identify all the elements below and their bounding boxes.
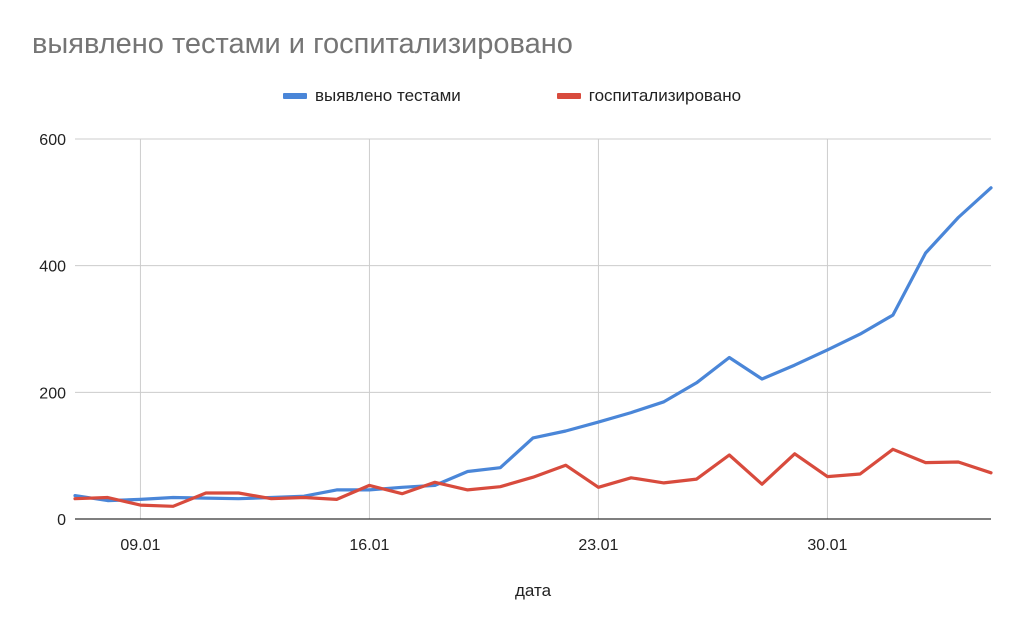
legend-item-series-1[interactable]: выявлено тестами (282, 86, 461, 106)
y-tick-label: 0 (57, 512, 66, 529)
y-tick-label: 200 (39, 385, 66, 402)
legend-swatch-series-2 (556, 93, 581, 99)
y-tick-label: 400 (39, 259, 66, 276)
legend-swatch-series-1 (282, 93, 307, 99)
x-tick-label: 30.01 (807, 537, 847, 554)
x-tick-label: 09.01 (120, 537, 160, 554)
series-line-1[interactable] (73, 186, 993, 503)
y-axis-ticks: 0 200 400 600 (39, 132, 66, 529)
chart-title: выявлено тестами и госпитализировано (32, 28, 573, 60)
x-axis-label: дата (515, 581, 552, 600)
legend-label-series-2: госпитализировано (588, 86, 742, 105)
x-axis-ticks: 09.01 16.01 23.01 30.01 (120, 537, 847, 554)
chart-legend: выявлено тестами госпитализировано (0, 86, 1024, 106)
chart-grid (75, 138, 991, 519)
x-tick-label: 23.01 (578, 537, 618, 554)
series-line-2[interactable] (73, 447, 993, 508)
y-tick-label: 600 (39, 132, 66, 149)
legend-item-series-2[interactable]: госпитализировано (556, 86, 742, 106)
chart-series (73, 186, 993, 508)
legend-label-series-1: выявлено тестами (314, 86, 461, 105)
x-tick-label: 16.01 (349, 537, 389, 554)
